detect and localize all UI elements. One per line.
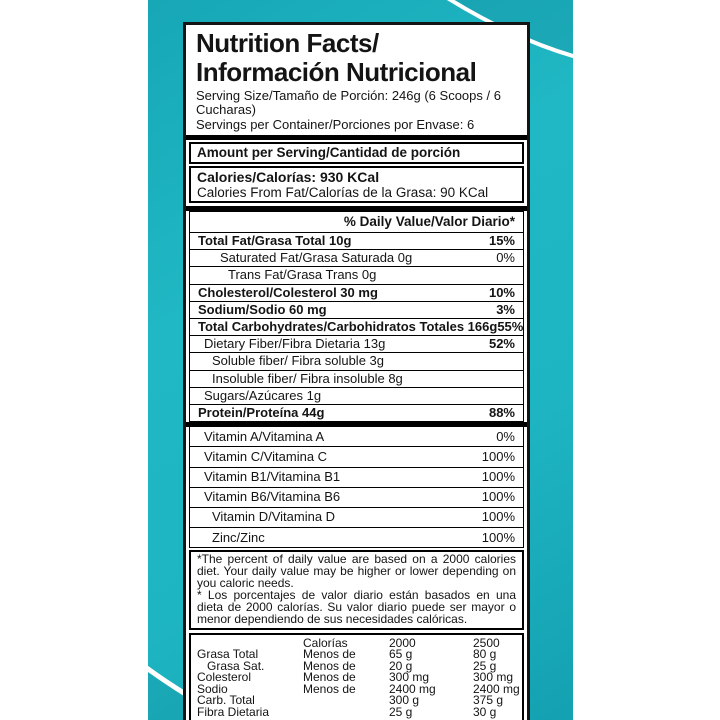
nutrient-label: Insoluble fiber/ Fibra insoluble 8g: [212, 370, 403, 386]
ref-cell: 2400 mg: [473, 681, 520, 696]
nutrient-row: Total Fat/Grasa Total 10g 15%: [190, 231, 523, 249]
nutrient-row: Sugars/Azúcares 1g: [190, 386, 523, 404]
ref-cell: 20 g: [389, 658, 413, 673]
ref-cell: Menos de: [303, 647, 356, 662]
ref-cell: 80 g: [473, 647, 497, 662]
nutrient-row: Saturated Fat/Grasa Saturada 0g 0%: [190, 249, 523, 266]
corner-shade-bottom-left: [148, 668, 230, 720]
nutrient-label: Sodium/Sodio 60 mg: [198, 301, 327, 317]
ref-cell: Colesterol: [197, 670, 252, 685]
nutrient-label: Sugars/Azúcares 1g: [204, 387, 322, 403]
ref-cell: 300 mg: [389, 670, 430, 685]
ref-cell: Sodio: [197, 681, 228, 696]
vitamin-label: Vitamin A/Vitamina A: [204, 428, 325, 444]
nutrient-dv: 15%: [488, 232, 515, 248]
ref-cell: Menos de: [303, 670, 356, 685]
vitamin-table: Vitamin A/Vitamina A 0% Vitamin C/Vitami…: [189, 427, 524, 549]
vitamin-row: Zinc/Zinc 100%: [190, 527, 523, 547]
nutrient-label: Total Carbohydrates/Carbohidratos Totale…: [198, 318, 498, 334]
label-title-line1: Nutrition Facts/: [196, 28, 379, 58]
nutrient-dv: 88%: [488, 404, 515, 420]
daily-value-header: % Daily Value/Valor Diario*: [343, 213, 515, 229]
vitamin-label: Zinc/Zinc: [212, 529, 265, 545]
ref-cell: 375 g: [473, 693, 504, 708]
footnote-spanish: * Los porcentajes de valor diario están …: [197, 588, 516, 626]
nutrient-row: Soluble fiber/ Fibra soluble 3g: [190, 352, 523, 369]
ref-cell: 300 mg: [473, 670, 514, 685]
nutrient-dv: 0%: [496, 250, 515, 266]
thick-divider: [186, 205, 527, 211]
nutrient-label: Protein/Proteína 44g: [198, 404, 325, 420]
daily-value-footnote: *The percent of daily value are based on…: [189, 550, 524, 630]
vitamin-label: Vitamin C/Vitamina C: [204, 448, 328, 464]
serving-size-text: Serving Size/Tamaño de Porción: 246g (6 …: [196, 88, 501, 118]
vitamin-dv: 100%: [481, 469, 515, 485]
nutrient-label: Trans Fat/Grasa Trans 0g: [228, 267, 377, 283]
nutrient-label: Soluble fiber/ Fibra soluble 3g: [212, 353, 384, 369]
amount-per-serving-box: Amount per Serving/Cantidad de porción: [189, 141, 524, 164]
ref-cell: 25 g: [473, 658, 497, 673]
ref-cell: 2400 mg: [389, 681, 436, 696]
nutrient-row: Sodium/Sodio 60 mg 3%: [190, 300, 523, 318]
nutrient-dv: 10%: [488, 284, 515, 300]
ref-cell: Fibra Dietaria: [197, 704, 270, 719]
vitamin-dv: 0%: [496, 428, 515, 444]
calories-from-fat-text: Calories From Fat/Calorías de la Grasa: …: [197, 184, 489, 200]
servings-per-container-text: Servings per Container/Porciones por Env…: [196, 116, 475, 132]
vitamin-label: Vitamin B1/Vitamina B1: [204, 469, 341, 485]
reference-values-table: Calorías 2000 2500 Grasa Total Menos de …: [189, 632, 524, 720]
thick-divider: [186, 422, 527, 428]
nutrient-dv: 55%: [497, 318, 524, 334]
nutrition-facts-label: Nutrition Facts/ Información Nutricional…: [183, 22, 530, 720]
vitamin-label: Vitamin D/Vitamina D: [212, 509, 336, 525]
ref-header-cell: Calorías: [303, 635, 348, 650]
thick-divider: [186, 134, 527, 140]
calories-box: Calories/Calorías: 930 KCal Calories Fro…: [189, 165, 524, 203]
ref-cell: 300 g: [389, 693, 420, 708]
vitamin-dv: 100%: [481, 489, 515, 505]
nutrient-table: % Daily Value/Valor Diario* Total Fat/Gr…: [189, 210, 524, 423]
nutrient-label: Total Fat/Grasa Total 10g: [198, 232, 352, 248]
nutrient-label: Cholesterol/Colesterol 30 mg: [198, 284, 378, 300]
footnote-english: *The percent of daily value are based on…: [197, 552, 516, 591]
vitamin-dv: 100%: [481, 529, 515, 545]
vitamin-row: Vitamin B6/Vitamina B6 100%: [190, 486, 523, 507]
nutrient-label: Saturated Fat/Grasa Saturada 0g: [220, 250, 413, 266]
vitamin-dv: 100%: [481, 509, 515, 525]
vitamin-row: Vitamin C/Vitamina C 100%: [190, 446, 523, 466]
ref-cell: Menos de: [303, 681, 356, 696]
ref-cell: Menos de: [303, 658, 356, 673]
nutrient-row: Trans Fat/Grasa Trans 0g: [190, 266, 523, 283]
vitamin-dv: 100%: [481, 448, 515, 464]
calories-text: Calories/Calorías: 930 KCal: [197, 168, 380, 185]
ref-cell: Grasa Total: [197, 647, 259, 662]
nutrient-row: Total Carbohydrates/Carbohidratos Totale…: [190, 317, 524, 335]
nutrient-row: Dietary Fiber/Fibra Dietaria 13g 52%: [190, 335, 523, 352]
nutrient-row: Cholesterol/Colesterol 30 mg 10%: [190, 283, 523, 301]
ref-cell: Carb. Total: [197, 693, 255, 708]
ref-header-cell: 2000: [389, 635, 416, 650]
ref-cell: [303, 707, 389, 719]
label-title-line2: Información Nutricional: [196, 57, 477, 87]
vitamin-row: Vitamin A/Vitamina A 0%: [190, 427, 523, 446]
ref-cell: [303, 695, 389, 707]
ref-cell: 25 g: [389, 704, 413, 719]
ref-header-cell: 2500: [473, 635, 500, 650]
nutrient-dv: 3%: [496, 301, 515, 317]
vitamin-label: Vitamin B6/Vitamina B6: [204, 489, 341, 505]
vitamin-row: Vitamin B1/Vitamina B1 100%: [190, 466, 523, 487]
nutrient-row: Insoluble fiber/ Fibra insoluble 8g: [190, 369, 523, 387]
nutrient-label: Dietary Fiber/Fibra Dietaria 13g: [204, 336, 386, 352]
nutrient-dv: 52%: [488, 336, 515, 352]
vitamin-row: Vitamin D/Vitamina D 100%: [190, 506, 523, 527]
ref-cell: 30 g: [473, 704, 497, 719]
ref-cell: 65 g: [389, 647, 413, 662]
ref-cell: Grasa Sat.: [207, 658, 265, 673]
label-title: Nutrition Facts/ Información Nutricional: [196, 29, 517, 87]
nutrient-row: Protein/Proteína 44g 88%: [190, 403, 523, 421]
